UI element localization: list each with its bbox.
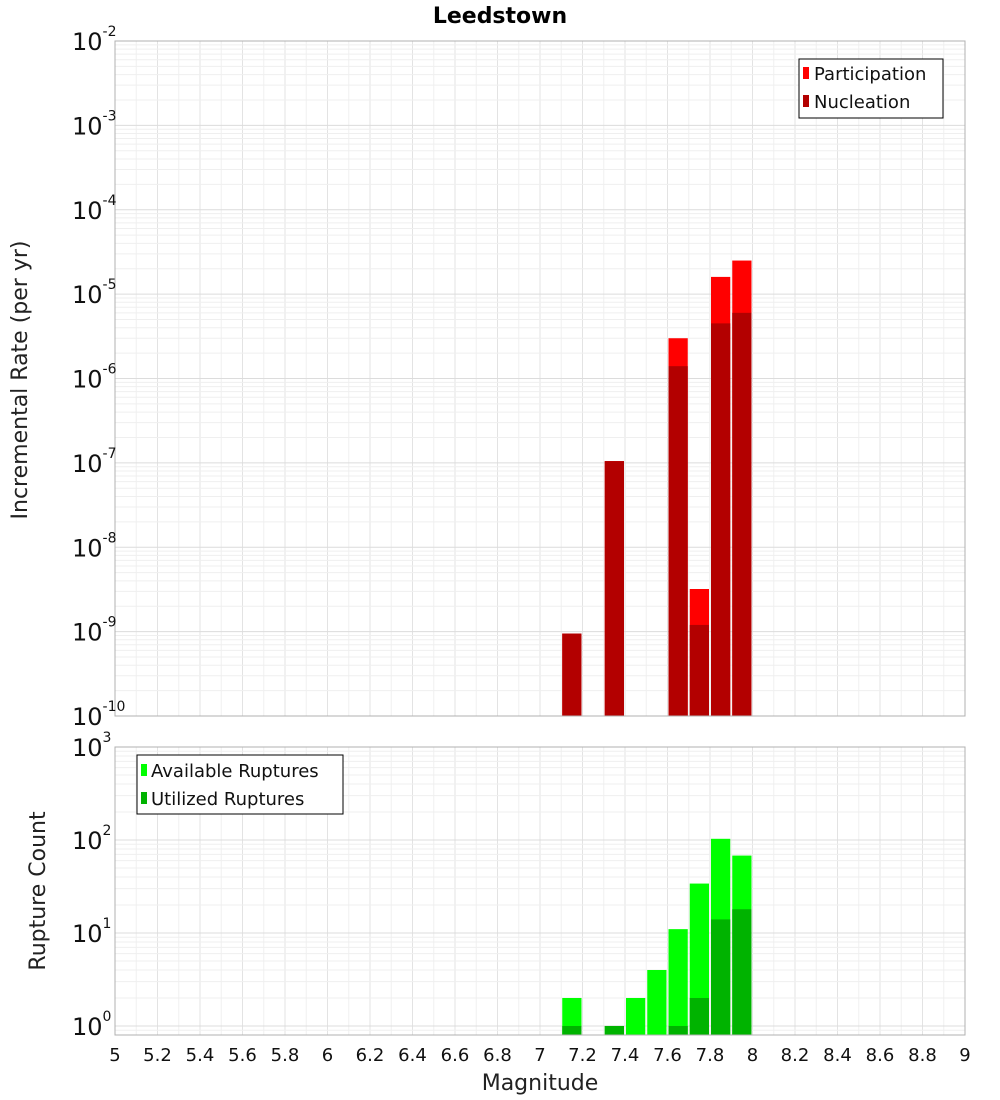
legend-swatch-nucleation (803, 95, 809, 107)
legend-swatch-utilized (141, 792, 147, 804)
count-bar-s2 (668, 1025, 688, 1035)
rate-bar-s2 (562, 633, 582, 716)
count-bar-s1 (562, 997, 582, 1035)
rate-y-tick-label: 10-8 (72, 530, 117, 562)
chart-title: Leedstown (433, 4, 567, 29)
count-bar-s2 (711, 919, 731, 1035)
rate-y-tick-label: 10-5 (72, 277, 117, 309)
legend-swatch-participation (803, 67, 809, 79)
count-y-label: Rupture Count (26, 811, 51, 971)
x-tick-label: 6 (322, 1045, 333, 1066)
x-tick-label: 7.4 (611, 1045, 640, 1066)
count-y-tick-label: 102 (72, 823, 111, 855)
count-y-ticks: 100 101 102 103 (72, 730, 111, 1041)
legend-label-available: Available Ruptures (151, 761, 319, 782)
x-ticks: 5 5.2 5.4 5.6 5.8 6 6.2 6.4 6.6 6.8 7 7.2 7.4 7.6 7.8 8… (109, 1045, 970, 1066)
rate-bar-s2 (711, 323, 731, 716)
x-tick-label: 6.4 (398, 1045, 427, 1066)
x-tick-label: 8.6 (866, 1045, 895, 1066)
x-tick-label: 5.6 (228, 1045, 257, 1066)
x-tick-label: 7 (534, 1045, 545, 1066)
x-tick-label: 6.8 (483, 1045, 512, 1066)
count-bar-s1 (647, 969, 667, 1035)
count-bar-s1 (668, 929, 688, 1035)
count-panel: 100 101 102 103 Rupture Count Available Rup… (26, 730, 971, 1096)
count-bar-s2 (604, 1025, 624, 1035)
x-tick-label: 7.6 (653, 1045, 682, 1066)
x-tick-label: 5.2 (143, 1045, 172, 1066)
count-y-tick-label: 100 (72, 1009, 111, 1041)
count-legend: Available Ruptures Utilized Ruptures (136, 754, 344, 815)
rate-panel: 10-10 10-9 10-8 10-7 10-6 10-5 10-4 10-3 10-2 In… (8, 24, 966, 731)
rate-y-tick-label: 10-6 (72, 362, 117, 394)
rate-bar-s2 (689, 624, 709, 716)
legend-label-participation: Participation (814, 64, 926, 85)
count-bar-s2 (562, 1025, 582, 1035)
rate-grid (114, 40, 966, 717)
x-tick-label: 9 (959, 1045, 970, 1066)
rate-legend: Participation Nucleation (798, 58, 944, 119)
rate-legend-box (798, 58, 944, 119)
rate-y-tick-label: 10-3 (72, 108, 117, 140)
x-tick-label: 6.6 (441, 1045, 470, 1066)
legend-swatch-available (141, 764, 147, 776)
x-tick-label: 7.8 (696, 1045, 725, 1066)
x-tick-label: 8.8 (908, 1045, 937, 1066)
rate-plot-frame (114, 40, 966, 717)
x-tick-label: 5.4 (186, 1045, 215, 1066)
legend-label-utilized: Utilized Ruptures (151, 789, 304, 810)
x-tick-label: 8 (747, 1045, 758, 1066)
rate-bar-s2 (732, 312, 752, 716)
x-tick-label: 5 (109, 1045, 120, 1066)
rate-y-label: Incremental Rate (per yr) (8, 241, 33, 520)
x-tick-label: 8.4 (823, 1045, 852, 1066)
count-bar-s1 (689, 883, 709, 1035)
count-bar-s2 (732, 909, 752, 1035)
x-tick-label: 5.8 (271, 1045, 300, 1066)
count-y-tick-label: 103 (72, 730, 111, 762)
x-tick-label: 6.2 (356, 1045, 385, 1066)
count-bar-s1 (626, 997, 646, 1035)
rate-bar-s2 (668, 366, 688, 716)
legend-label-nucleation: Nucleation (814, 92, 910, 113)
count-legend-box (136, 754, 344, 815)
x-axis-label: Magnitude (482, 1071, 599, 1096)
rate-y-tick-label: 10-10 (72, 699, 125, 731)
rate-y-tick-label: 10-2 (72, 24, 117, 56)
rate-bars (562, 260, 752, 716)
x-tick-label: 7.2 (568, 1045, 597, 1066)
count-y-tick-label: 101 (72, 916, 111, 948)
rate-y-tick-label: 10-4 (72, 193, 117, 225)
rate-bar-s2 (604, 461, 624, 716)
count-bar-s2 (689, 997, 709, 1035)
x-tick-label: 8.2 (781, 1045, 810, 1066)
rate-y-tick-label: 10-7 (72, 446, 117, 478)
count-bars (562, 838, 752, 1035)
count-plot-frame (114, 746, 966, 1036)
rate-y-ticks: 10-10 10-9 10-8 10-7 10-6 10-5 10-4 10-3 10-2 (72, 24, 125, 731)
rate-y-tick-label: 10-9 (72, 615, 117, 647)
